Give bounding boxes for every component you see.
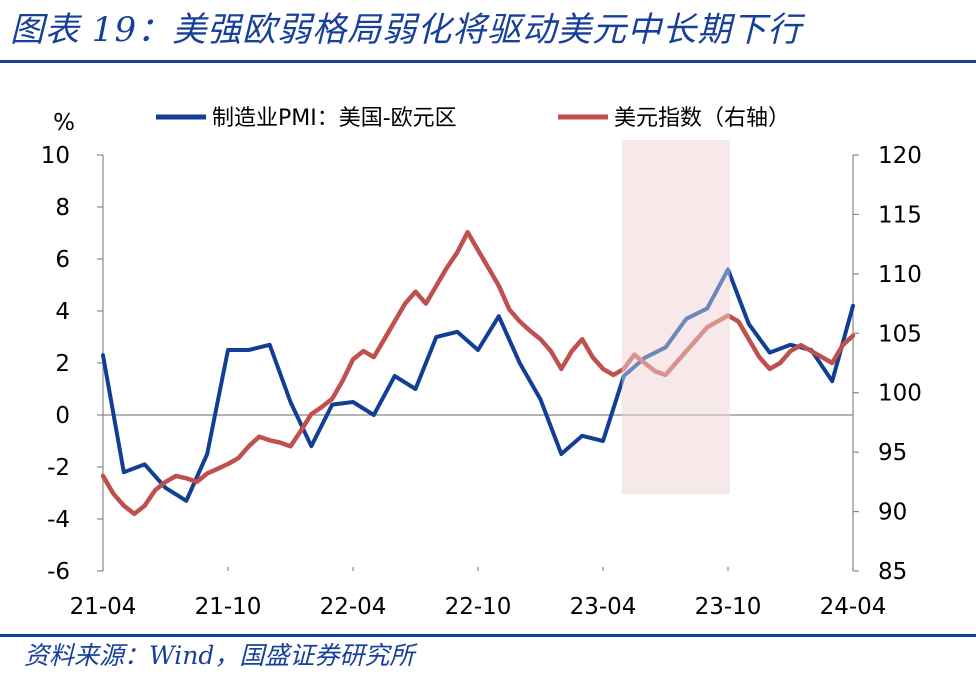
series-line-dxy <box>100 230 856 517</box>
right-tick-label: 115 <box>878 202 922 228</box>
source-note: 资料来源：Wind，国盛证券研究所 <box>24 641 415 670</box>
shaded-forecast-region-layer <box>621 140 730 494</box>
left-tick-label: 4 <box>55 299 70 325</box>
legend: 制造业PMI：美国-欧元区 美元指数（右轴） <box>156 106 790 131</box>
shaded-overlay-layer <box>621 140 730 494</box>
x-tick-label: 23-10 <box>695 594 762 620</box>
x-tick-label: 24-04 <box>820 594 887 620</box>
left-tick-label: 8 <box>55 195 70 221</box>
right-tick-label: 90 <box>878 500 907 526</box>
x-tick-label: 21-04 <box>70 594 137 620</box>
shaded-region-overlay <box>621 140 730 494</box>
left-axis-unit: % <box>53 110 75 136</box>
shaded-region <box>621 140 730 494</box>
series-line-pmi <box>101 267 855 503</box>
x-tick-label: 21-10 <box>195 594 262 620</box>
figure-title: 图表 19：美强欧弱格局弱化将驱动美元中长期下行 <box>10 10 803 50</box>
x-tick-label: 23-04 <box>570 594 637 620</box>
title-divider <box>0 60 976 63</box>
chart: 10 8 6 4 2 0 -2 -4 -6% 120 115 110 105 100 95 90 85 21-04… <box>41 106 922 620</box>
right-tick-label: 95 <box>878 440 907 466</box>
right-tick-label: 100 <box>878 381 922 407</box>
source-divider <box>0 634 976 637</box>
left-tick-label: 2 <box>55 351 70 377</box>
right-tick-label: 110 <box>878 262 922 288</box>
x-tick-label: 22-04 <box>320 594 387 620</box>
axes-layer <box>97 154 859 572</box>
tick-label-layer: 10 8 6 4 2 0 -2 -4 -6% 120 115 110 105 100 95 90 85 21-04… <box>41 110 922 620</box>
left-tick-label: 0 <box>55 403 70 429</box>
right-tick-label: 120 <box>878 143 922 169</box>
series-layer <box>100 230 856 517</box>
left-tick-label: 6 <box>55 247 70 273</box>
x-tick-label: 22-10 <box>445 594 512 620</box>
legend-label-dxy: 美元指数（右轴） <box>614 106 790 131</box>
left-tick-label: -2 <box>47 455 70 481</box>
left-tick-label: -6 <box>47 559 70 585</box>
legend-label-pmi: 制造业PMI：美国-欧元区 <box>212 106 457 131</box>
right-tick-label: 105 <box>878 321 922 347</box>
right-tick-label: 85 <box>878 559 907 585</box>
left-tick-label: -4 <box>47 507 70 533</box>
left-tick-label: 10 <box>41 143 70 169</box>
